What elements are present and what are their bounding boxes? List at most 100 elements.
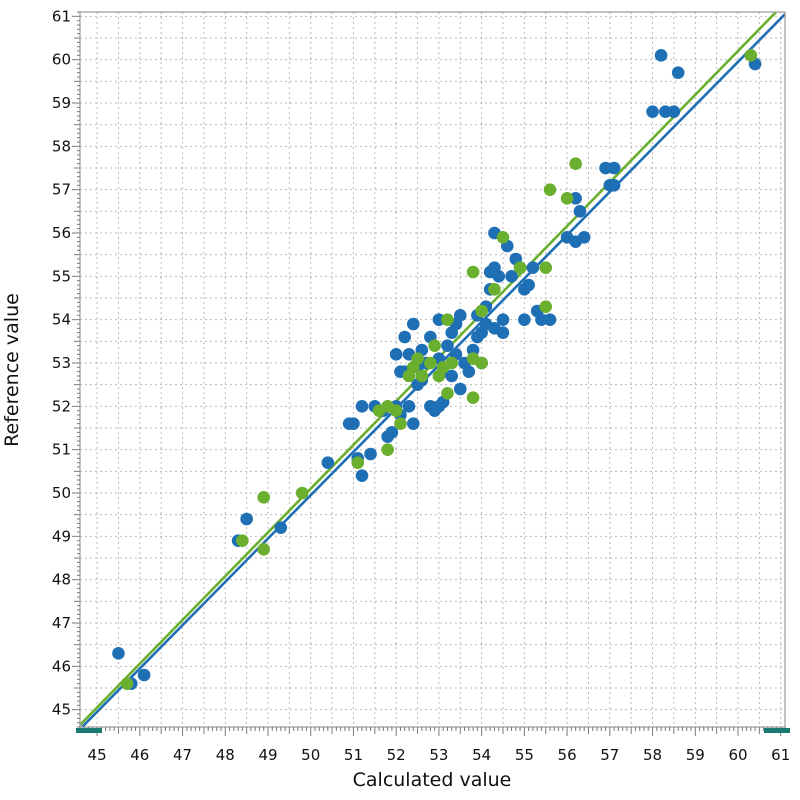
data-points [112,49,762,690]
data-point [355,400,369,413]
data-point [398,330,412,344]
axis-ticks [72,11,786,736]
x-tick-label: 50 [301,746,320,764]
data-point [406,317,420,331]
data-point [607,179,621,192]
data-point [671,66,685,79]
x-tick-label: 54 [472,746,491,764]
x-tick-label: 60 [728,746,747,764]
plot-frame [79,11,786,728]
data-point [112,647,125,660]
data-point [646,105,659,118]
data-point [381,443,394,456]
regression-line [81,13,786,728]
data-point [569,157,582,170]
x-tick-label: 55 [515,746,534,764]
x-tick-label: 47 [173,746,192,764]
data-point [526,261,540,274]
data-point [667,105,681,118]
data-point [560,192,574,205]
data-point [475,356,488,370]
data-point [257,491,271,504]
data-point [389,404,403,417]
data-point [402,400,416,413]
x-tick-label: 51 [344,746,363,764]
x-tick-label: 46 [130,746,149,764]
data-point [513,261,527,274]
x-range-handle-left[interactable] [76,728,102,733]
data-point [543,313,557,326]
data-point [539,261,553,274]
data-point [428,339,441,352]
data-point [466,343,480,357]
data-point [475,304,488,318]
y-tick-label: 57 [52,181,71,199]
y-tick-label: 51 [52,441,71,459]
y-tick-label: 60 [52,51,71,69]
y-tick-label: 45 [52,701,71,719]
data-point [385,426,399,439]
data-point [257,543,271,556]
x-tick-label: 56 [558,746,577,764]
data-point [295,486,309,500]
x-tick-label: 58 [643,746,662,764]
data-point [120,677,134,690]
x-axis-title: Calculated value [353,769,512,791]
x-tick-label: 57 [600,746,619,764]
data-point [453,309,467,322]
data-point [744,49,758,62]
data-point [518,313,531,326]
data-point [415,369,429,383]
y-tick-label: 61 [52,7,71,25]
y-tick-label: 46 [52,657,71,675]
x-tick-label: 61 [771,746,790,764]
x-tick-label: 48 [216,746,235,764]
data-point [441,339,454,352]
y-tick-label: 47 [52,614,71,632]
data-point [466,265,480,279]
data-point [577,231,591,244]
data-point [445,369,459,383]
y-tick-label: 49 [52,527,71,545]
data-point [654,49,668,62]
data-point [137,668,151,682]
data-point [492,270,506,283]
data-point [441,313,454,326]
data-point [607,161,621,175]
data-point [445,356,459,370]
y-tick-label: 50 [52,484,71,502]
data-point [236,534,249,547]
y-tick-label: 58 [52,137,71,155]
x-tick-labels: 45 46 47 48 49 50 51 52 53 54 55 56 57 58 59 60 61 [88,746,791,764]
data-point [488,283,501,296]
data-point [453,382,467,396]
x-range-handle-right[interactable] [764,728,790,733]
data-point [240,512,253,526]
data-point [411,352,424,365]
data-point [321,456,335,469]
data-point [466,391,480,404]
data-point [522,278,535,292]
data-point [543,183,557,196]
data-point [496,231,510,244]
y-axis-title: Reference value [1,293,23,447]
data-point [505,270,518,283]
x-tick-label: 49 [258,746,277,764]
data-point [355,469,369,482]
data-point [496,326,510,339]
y-tick-label: 55 [52,267,71,285]
data-point [394,417,407,430]
data-point [539,300,553,313]
data-point [351,456,365,469]
grid [80,12,785,727]
y-tick-label: 48 [52,571,71,589]
data-point [389,348,403,361]
data-point [347,417,360,430]
y-tick-label: 56 [52,224,71,242]
x-tick-label: 52 [387,746,406,764]
data-point [441,387,454,400]
data-point [496,313,510,326]
data-point [274,521,288,534]
data-point [406,417,420,430]
